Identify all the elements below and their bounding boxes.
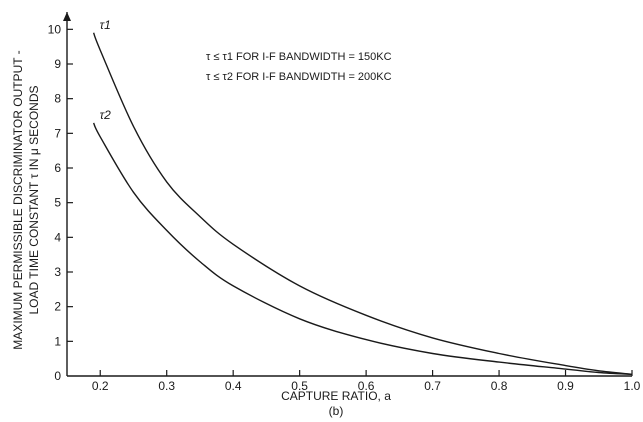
- y-tick-label: 1: [54, 334, 61, 348]
- y-axis-title-line2: LOAD TIME CONSTANT τ IN μ SECONDS: [27, 85, 41, 314]
- y-tick-label: 2: [54, 300, 61, 314]
- series-line-2: [92, 122, 633, 375]
- x-tick-label: 0.5: [291, 379, 308, 393]
- series-line-1: [92, 32, 633, 375]
- labels: τ ≤ τ1 FOR I-F BANDWIDTH = 150KC τ ≤ τ2 …: [11, 50, 392, 418]
- y-tick-label: 6: [54, 161, 61, 175]
- y-tick-label: 7: [54, 126, 61, 140]
- series-label-1: τ1: [100, 18, 111, 32]
- y-tick-label: 9: [54, 57, 61, 71]
- curves: τ1 τ2: [92, 18, 633, 375]
- y-tick-label: 3: [54, 265, 61, 279]
- y-tick-label: 4: [54, 230, 61, 244]
- x-axis-sublabel: (b): [329, 404, 344, 418]
- x-tick-label: 0.4: [225, 379, 242, 393]
- y-axis-arrow: [63, 12, 71, 21]
- x-tick-label: 1.0: [624, 379, 641, 393]
- x-axis-title: CAPTURE RATIO, a: [281, 389, 391, 403]
- x-tick-label: 0.6: [358, 379, 375, 393]
- series-label-2: τ2: [100, 108, 111, 122]
- y-tick-label: 0: [54, 369, 61, 383]
- annotation-tau2: τ ≤ τ2 FOR I-F BANDWIDTH = 200KC: [206, 71, 392, 83]
- x-tick-label: 0.7: [424, 379, 441, 393]
- x-tick-label: 0.8: [491, 379, 508, 393]
- annotation-tau1: τ ≤ τ1 FOR I-F BANDWIDTH = 150KC: [206, 51, 392, 63]
- y-tick-label: 5: [54, 196, 61, 210]
- y-tick-label: 10: [48, 22, 62, 36]
- axes: 0 1 2 3 4 5 6 7 8 9 10 0.2 0.3 0.4 0.5 0.6 0.7 0.8 0.9 1.0: [48, 12, 641, 393]
- x-tick-label: 0.2: [92, 379, 109, 393]
- y-tick-label: 8: [54, 92, 61, 106]
- x-tick-label: 0.9: [557, 379, 574, 393]
- x-tick-label: 0.3: [158, 379, 175, 393]
- y-axis-title-line1: MAXIMUM PERMISSIBLE DISCRIMINATOR OUTPUT…: [11, 50, 25, 349]
